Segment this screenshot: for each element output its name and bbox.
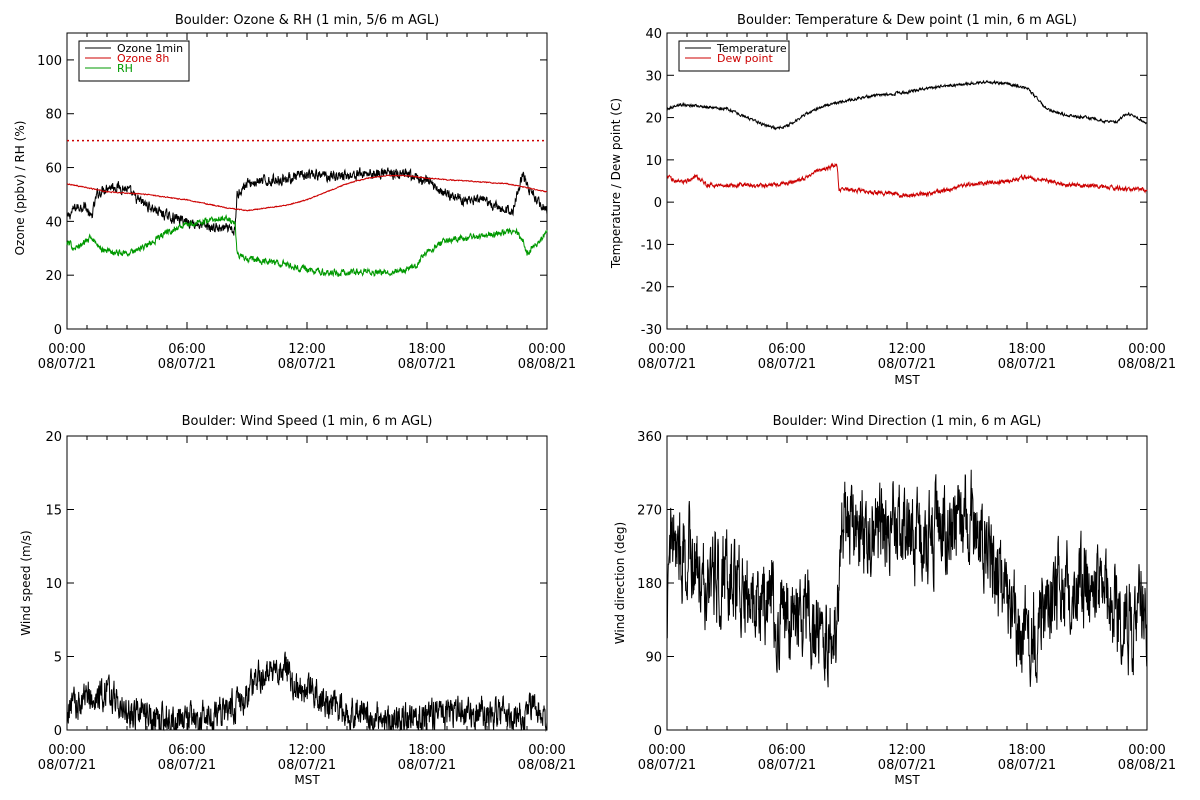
- y-tick-label: 40: [645, 27, 662, 42]
- x-tick-label: 00:00: [528, 743, 565, 758]
- x-tick-date: 08/07/21: [998, 758, 1056, 773]
- series-line-data: [66, 651, 548, 732]
- x-tick-label: 18:00: [1008, 743, 1045, 758]
- y-tick-label: -20: [641, 281, 662, 296]
- legend-label: Ozone 8h: [117, 52, 169, 65]
- series-line-temperature: [666, 79, 1148, 131]
- x-tick-date: 08/07/21: [158, 357, 216, 372]
- y-tick-label: 100: [37, 54, 62, 69]
- legend-box: [78, 40, 190, 82]
- x-tick-date: 08/07/21: [278, 357, 336, 372]
- x-tick-date: 08/07/21: [38, 357, 96, 372]
- x-tick-label: 06:00: [768, 743, 805, 758]
- x-tick-label: 12:00: [888, 743, 925, 758]
- y-tick-label: 360: [637, 430, 662, 445]
- x-tick-label: 18:00: [1008, 342, 1045, 357]
- y-axis-label: Wind direction (deg): [613, 522, 627, 644]
- x-tick-label: 00:00: [48, 743, 85, 758]
- y-tick-label: 30: [645, 69, 662, 84]
- series-line-ozone-8h: [66, 174, 548, 212]
- chart-wind_speed: 0510152000:0008/07/2106:0008/07/2112:000…: [38, 430, 576, 773]
- y-axis-label: Wind speed (m/s): [19, 530, 33, 635]
- x-tick-label: 12:00: [288, 743, 325, 758]
- series-line-data: [666, 469, 1148, 688]
- y-tick-label: 0: [54, 724, 62, 739]
- x-tick-label: 00:00: [48, 342, 85, 357]
- x-tick-date: 08/07/21: [998, 357, 1056, 372]
- x-tick-date: 08/07/21: [878, 357, 936, 372]
- y-tick-label: 180: [637, 577, 662, 592]
- y-tick-label: 80: [45, 108, 62, 123]
- x-tick-label: 00:00: [1128, 743, 1165, 758]
- y-tick-label: -30: [641, 323, 662, 338]
- y-tick-label: 60: [45, 162, 62, 177]
- panel-title: Boulder: Temperature & Dew point (1 min,…: [737, 13, 1077, 28]
- x-tick-label: 06:00: [768, 342, 805, 357]
- x-tick-date: 08/07/21: [398, 357, 456, 372]
- x-tick-label: 12:00: [288, 342, 325, 357]
- x-tick-label: 06:00: [168, 342, 205, 357]
- y-tick-label: 5: [54, 651, 62, 666]
- x-axis-label: MST: [894, 773, 920, 787]
- legend-label: Ozone 1min: [117, 42, 183, 55]
- x-axis-label: MST: [894, 373, 920, 387]
- x-tick-date: 08/08/21: [518, 758, 576, 773]
- panel-title: Boulder: Wind Direction (1 min, 6 m AGL): [773, 414, 1042, 429]
- x-tick-date: 08/07/21: [38, 758, 96, 773]
- x-tick-label: 00:00: [528, 342, 565, 357]
- x-tick-label: 18:00: [408, 743, 445, 758]
- x-tick-date: 08/07/21: [878, 758, 936, 773]
- panel-wind-direction: Boulder: Wind Direction (1 min, 6 m AGL)…: [613, 414, 1041, 787]
- x-tick-label: 06:00: [168, 743, 205, 758]
- series-line-dew-point: [666, 162, 1148, 199]
- series-line-ozone-1min: [66, 167, 548, 236]
- panel-title: Boulder: Wind Speed (1 min, 6 m AGL): [182, 414, 433, 429]
- y-tick-label: 15: [45, 504, 62, 519]
- y-tick-label: 270: [637, 504, 662, 519]
- panel-temp-dew: Boulder: Temperature & Dew point (1 min,…: [609, 13, 1077, 387]
- y-tick-label: 0: [54, 323, 62, 338]
- y-tick-label: -10: [641, 238, 662, 253]
- panel-ozone-rh: Boulder: Ozone & RH (1 min, 5/6 m AGL) O…: [13, 13, 439, 255]
- y-tick-label: 0: [654, 724, 662, 739]
- x-axis-label: MST: [294, 773, 320, 787]
- y-tick-label: 0: [654, 196, 662, 211]
- legend-label: Temperature: [716, 42, 787, 55]
- y-tick-label: 20: [45, 269, 62, 284]
- y-tick-label: 20: [45, 430, 62, 445]
- x-tick-label: 00:00: [1128, 342, 1165, 357]
- x-tick-date: 08/07/21: [278, 758, 336, 773]
- x-tick-date: 08/07/21: [638, 758, 696, 773]
- series-line-rh: [66, 214, 548, 278]
- legend-label: RH: [117, 62, 133, 75]
- x-tick-date: 08/08/21: [1118, 357, 1176, 372]
- y-tick-label: 40: [45, 215, 62, 230]
- x-tick-date: 08/07/21: [758, 758, 816, 773]
- legend-box: [678, 40, 790, 72]
- chart-ozone_rh: 02040608010000:0008/07/2106:0008/07/2112…: [37, 32, 576, 372]
- plot-layer: 02040608010000:0008/07/2106:0008/07/2112…: [37, 27, 1176, 773]
- legend-label: Dew point: [717, 52, 773, 65]
- panel-title: Boulder: Ozone & RH (1 min, 5/6 m AGL): [175, 13, 439, 28]
- x-tick-label: 12:00: [888, 342, 925, 357]
- x-tick-date: 08/07/21: [158, 758, 216, 773]
- x-tick-label: 00:00: [648, 342, 685, 357]
- y-tick-label: 20: [645, 112, 662, 127]
- x-tick-date: 08/08/21: [518, 357, 576, 372]
- y-tick-label: 90: [645, 651, 662, 666]
- y-axis-label: Temperature / Dew point (C): [609, 98, 623, 269]
- x-tick-label: 18:00: [408, 342, 445, 357]
- y-tick-label: 10: [645, 154, 662, 169]
- x-tick-date: 08/07/21: [758, 357, 816, 372]
- y-tick-label: 10: [45, 577, 62, 592]
- x-tick-label: 00:00: [648, 743, 685, 758]
- x-tick-date: 08/07/21: [398, 758, 456, 773]
- panel-wind-speed: Boulder: Wind Speed (1 min, 6 m AGL) Win…: [19, 414, 432, 787]
- x-tick-date: 08/08/21: [1118, 758, 1176, 773]
- x-tick-date: 08/07/21: [638, 357, 696, 372]
- chart-temp_dew: -30-20-1001020304000:0008/07/2106:0008/0…: [638, 27, 1176, 372]
- y-axis-label: Ozone (ppbv) / RH (%): [13, 121, 27, 256]
- chart-wind_dir: 09018027036000:0008/07/2106:0008/07/2112…: [637, 430, 1176, 773]
